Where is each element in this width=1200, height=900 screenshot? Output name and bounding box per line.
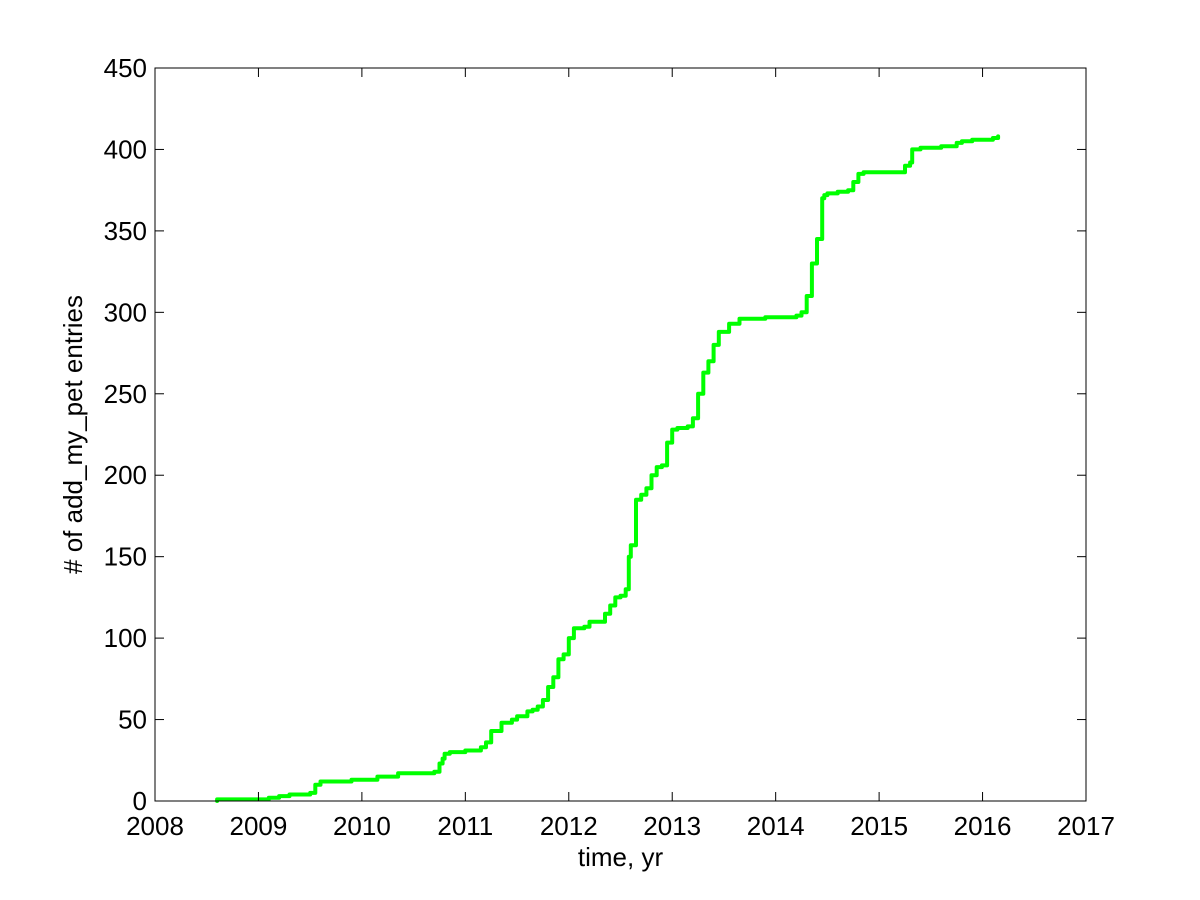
x-tick-label: 2016	[954, 811, 1012, 841]
x-tick-label: 2015	[850, 811, 908, 841]
y-tick-label: 0	[133, 786, 147, 816]
x-tick-label: 2014	[747, 811, 805, 841]
y-tick-label: 450	[104, 53, 147, 83]
y-tick-label: 200	[104, 460, 147, 490]
y-tick-label: 350	[104, 216, 147, 246]
plot-frame	[154, 67, 1087, 802]
y-tick-label: 400	[104, 134, 147, 164]
x-tick-label: 2010	[333, 811, 391, 841]
axis-tick-labels: 2008 2009 2010 2011 2012 2013 2014 2015 2016 2017…	[104, 53, 1115, 841]
x-tick-label: 2008	[126, 811, 184, 841]
plot-series	[215, 134, 1001, 803]
y-tick-label: 100	[104, 623, 147, 653]
x-tick-label: 2013	[643, 811, 701, 841]
x-tick-label: 2012	[540, 811, 598, 841]
axis-ticks	[154, 67, 1087, 802]
y-tick-label: 300	[104, 297, 147, 327]
y-tick-label: 250	[104, 379, 147, 409]
x-tick-label: 2011	[437, 811, 493, 841]
y-tick-label: 50	[118, 705, 147, 735]
series-line	[215, 134, 1001, 803]
y-tick-label: 150	[104, 542, 147, 572]
x-tick-label: 2017	[1057, 811, 1115, 841]
y-axis-label: # of add_my_pet entries	[58, 295, 88, 574]
x-tick-label: 2009	[230, 811, 288, 841]
x-axis-label: time, yr	[578, 842, 664, 872]
